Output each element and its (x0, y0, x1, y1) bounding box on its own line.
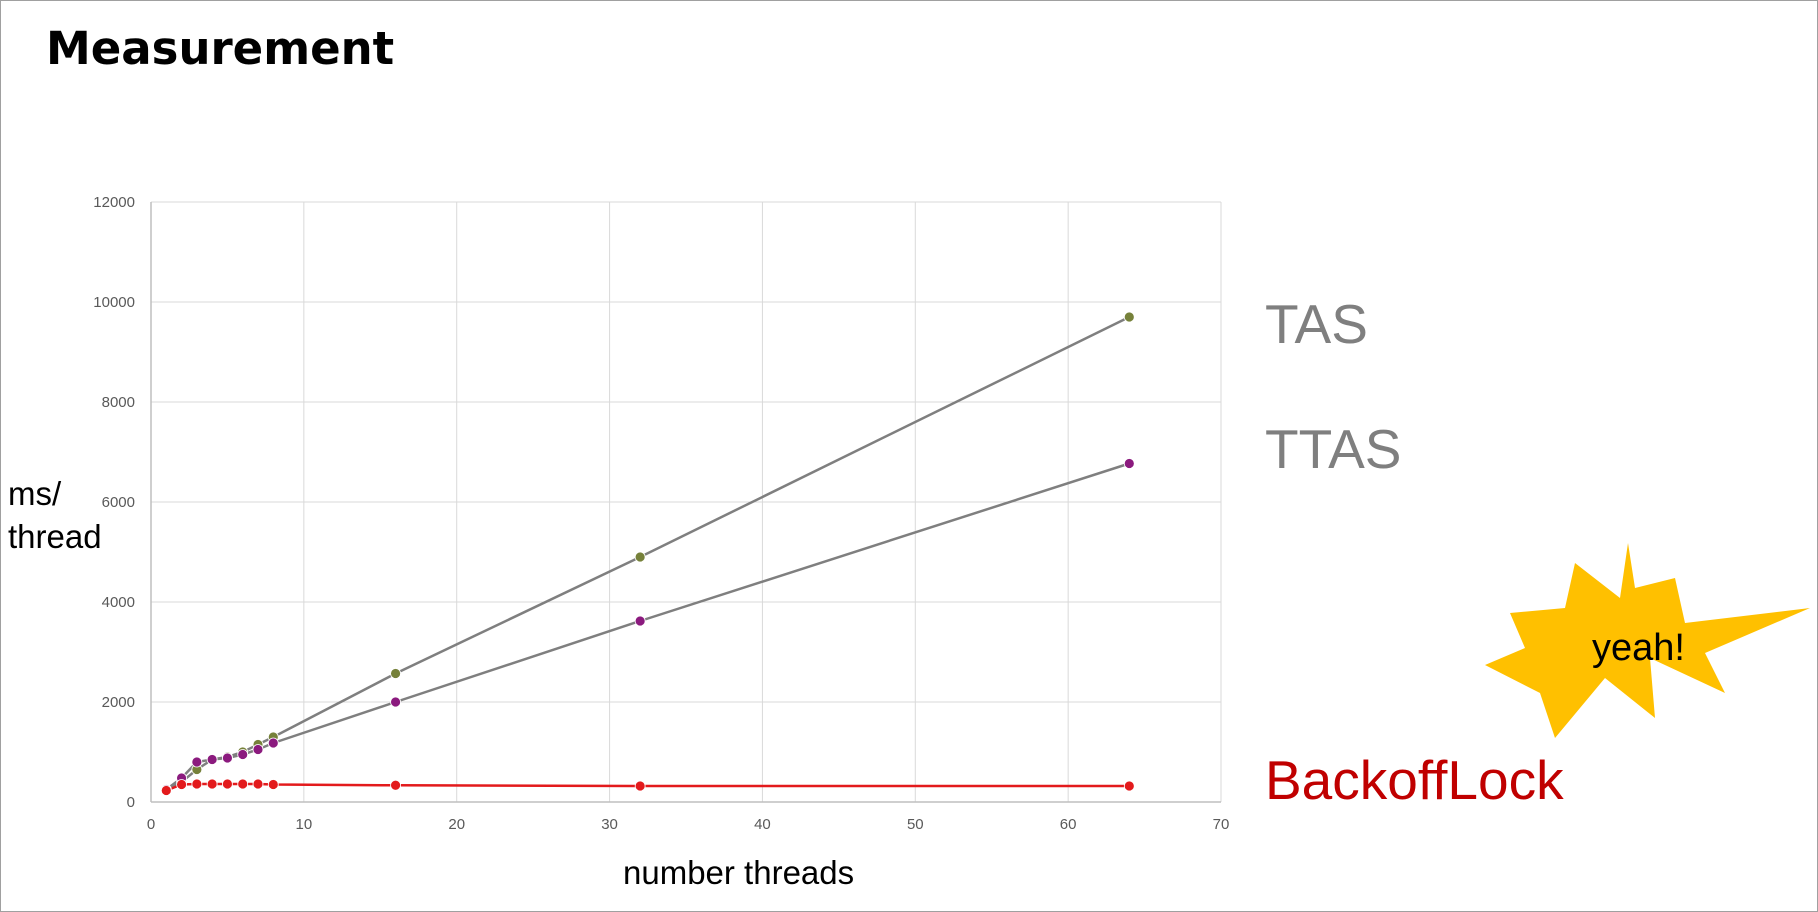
data-point-ttas (390, 696, 401, 708)
x-axis-label: number threads (623, 854, 855, 891)
data-point-backofflock (222, 778, 233, 790)
data-point-ttas (634, 615, 646, 627)
data-point-ttas (252, 744, 264, 755)
starburst-shape (1485, 543, 1810, 738)
x-tick-label: 20 (448, 816, 465, 833)
series-line-ttas (165, 462, 1130, 791)
data-point-ttas (222, 752, 233, 764)
starburst-callout (1485, 543, 1810, 738)
x-tick-label: 70 (1213, 816, 1230, 833)
data-point-backofflock (634, 780, 646, 792)
y-axis-label-line-2: thread (8, 518, 102, 555)
y-tick-label: 10000 (93, 294, 135, 311)
data-point-ttas (191, 756, 203, 768)
data-point-backofflock (252, 778, 264, 790)
x-tick-label: 30 (601, 816, 618, 833)
data-point-tas (634, 551, 646, 563)
data-point-ttas (1123, 458, 1135, 469)
chart-tick-labels: 0 2000 4000 6000 8000 10000 12000 0 10 20 30 40 50 60… (93, 194, 1229, 833)
y-axis-label: ms/ thread (8, 472, 102, 558)
y-tick-label: 2000 (102, 694, 135, 711)
x-tick-label: 0 (147, 816, 155, 833)
y-tick-label: 6000 (102, 494, 135, 511)
data-point-ttas (237, 749, 249, 760)
x-tick-label: 10 (296, 816, 313, 833)
y-tick-label: 12000 (93, 194, 135, 211)
x-tick-label: 50 (907, 816, 924, 833)
data-point-backofflock (206, 778, 218, 790)
data-point-ttas (206, 754, 218, 765)
series-label-backofflock: BackoffLock (1265, 749, 1564, 811)
slide-title: Measurement (46, 22, 395, 75)
series-label-ttas: TTAS (1265, 418, 1402, 480)
data-point-backofflock (176, 779, 187, 790)
chart-grid (150, 201, 1222, 803)
series-line-backofflock (165, 782, 1130, 792)
starburst-text: yeah! (1592, 627, 1685, 669)
chart-series-markers (160, 311, 1135, 796)
data-point-tas (1123, 311, 1135, 323)
data-point-backofflock (160, 785, 172, 796)
x-tick-label: 40 (754, 816, 771, 833)
y-axis-label-line-1: ms/ (8, 475, 62, 512)
y-tick-label: 8000 (102, 394, 135, 411)
data-point-backofflock (191, 778, 203, 790)
data-point-tas (390, 668, 401, 679)
x-tick-label: 60 (1060, 816, 1077, 833)
data-point-backofflock (1123, 780, 1135, 792)
series-label-tas: TAS (1265, 293, 1368, 355)
y-tick-label: 0 (127, 794, 135, 811)
data-point-ttas (267, 737, 279, 749)
data-point-backofflock (390, 779, 401, 791)
chart-axes (150, 202, 1221, 803)
chart-series-lines (165, 315, 1130, 792)
data-point-backofflock (237, 778, 249, 790)
data-point-backofflock (267, 779, 279, 790)
series-line-tas (165, 315, 1130, 791)
y-tick-label: 4000 (102, 594, 135, 611)
